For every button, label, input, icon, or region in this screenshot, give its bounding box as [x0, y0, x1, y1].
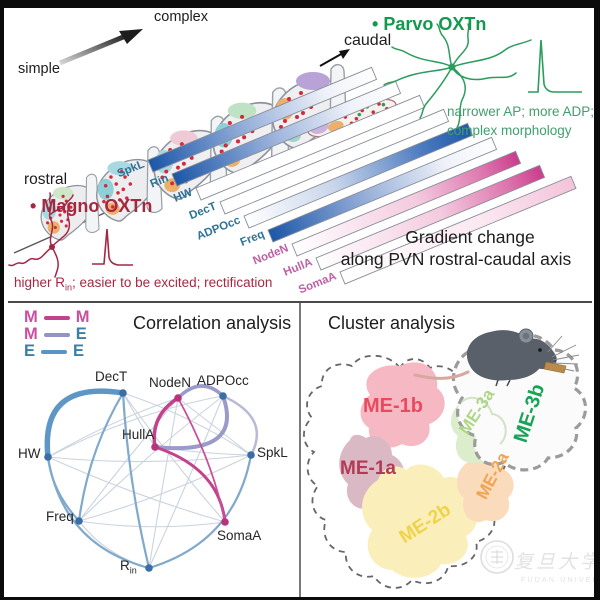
node-label-somaa: SomaA [217, 528, 262, 543]
label-rostral: rostral [24, 171, 68, 188]
magno-bullet-icon: • [30, 196, 37, 216]
node-rin [145, 564, 153, 572]
blob-me2b [362, 464, 478, 578]
cluster-panel-title: Cluster analysis [328, 313, 456, 333]
complexity-arrow-icon [59, 29, 143, 66]
node-label-freq: Freq [46, 509, 74, 524]
parvo-caption-line1: narrower AP; more ADP; [447, 104, 595, 119]
parvo-neuron-icon [383, 23, 532, 129]
correlation-panel-title: Correlation analysis [133, 313, 292, 333]
node-freq [75, 517, 83, 525]
mouse-icon [413, 328, 580, 387]
blob-me1b [360, 362, 445, 448]
magno-caption: higher Rin; easier to be excited; rectif… [14, 275, 273, 293]
me-line-icon [43, 332, 70, 337]
node-label-adpocc: ADPOcc [197, 373, 249, 388]
node-label-rin: Rin [120, 558, 137, 576]
fudan-watermark: 复旦大学 FUDAN UNIVERSITY [480, 540, 600, 584]
bar-somaa [339, 175, 577, 285]
node-label-dect: DecT [95, 369, 128, 384]
label-complex: complex [154, 9, 208, 25]
gradient-caption-line2: along PVN rostral-caudal axis [340, 249, 572, 269]
label-caudal: caudal [344, 32, 392, 49]
cluster-label-me1b: ME-1b [363, 395, 423, 417]
bar-adpocc [243, 122, 474, 229]
mm-line-icon [43, 315, 70, 320]
watermark-en-text: FUDAN UNIVERSITY [521, 577, 600, 584]
node-label-noden: NodeN [149, 375, 192, 390]
panel-divider-horizontal [8, 301, 592, 303]
node-somaa [221, 518, 229, 526]
gradient-caption-line1: Gradient change [405, 227, 535, 247]
legend-row-ee: E E [24, 342, 85, 360]
bar-dect [219, 108, 450, 215]
panel-divider-vertical [299, 303, 301, 597]
parvo-ap-trace-icon [528, 39, 582, 93]
parvo-bullet-icon: • [372, 14, 379, 34]
label-simple: simple [18, 61, 60, 77]
node-spkl [247, 451, 255, 459]
gradient-bars [147, 66, 577, 285]
node-hw [44, 453, 52, 461]
correlation-network [44, 384, 259, 572]
bar-spkl [147, 66, 378, 173]
edge-type-legend: M M M E E E [24, 308, 90, 360]
node-dect [119, 389, 127, 397]
bar-freq [267, 136, 498, 243]
node-adpocc [219, 392, 227, 400]
bar-hulla [315, 164, 546, 271]
ee-line-icon [41, 349, 68, 354]
legend-row-me: M E [24, 325, 87, 343]
node-hulla [151, 443, 159, 451]
legend-row-mm: M M [24, 308, 90, 326]
parvo-caption-line2: complex morphology [447, 123, 572, 138]
node-label-hw: HW [18, 446, 41, 461]
cluster-label-me1a: ME-1a [340, 458, 396, 479]
caudal-arrow-icon [319, 49, 350, 67]
bar-hw [195, 94, 426, 201]
node-label-spkl: SpkL [257, 445, 288, 460]
bar-rin [171, 80, 402, 187]
bar-noden [291, 150, 522, 257]
watermark-cn-text: 复旦大学 [514, 551, 600, 573]
blob-me2a [456, 456, 514, 522]
magno-ap-trace-icon [92, 228, 133, 266]
magno-title: • Magno OXTn [30, 196, 153, 216]
parvo-title: • Parvo OXTn [372, 14, 487, 34]
node-label-hulla: HullA [122, 427, 155, 442]
node-noden [174, 394, 182, 402]
magno-neuron-icon [8, 192, 74, 278]
